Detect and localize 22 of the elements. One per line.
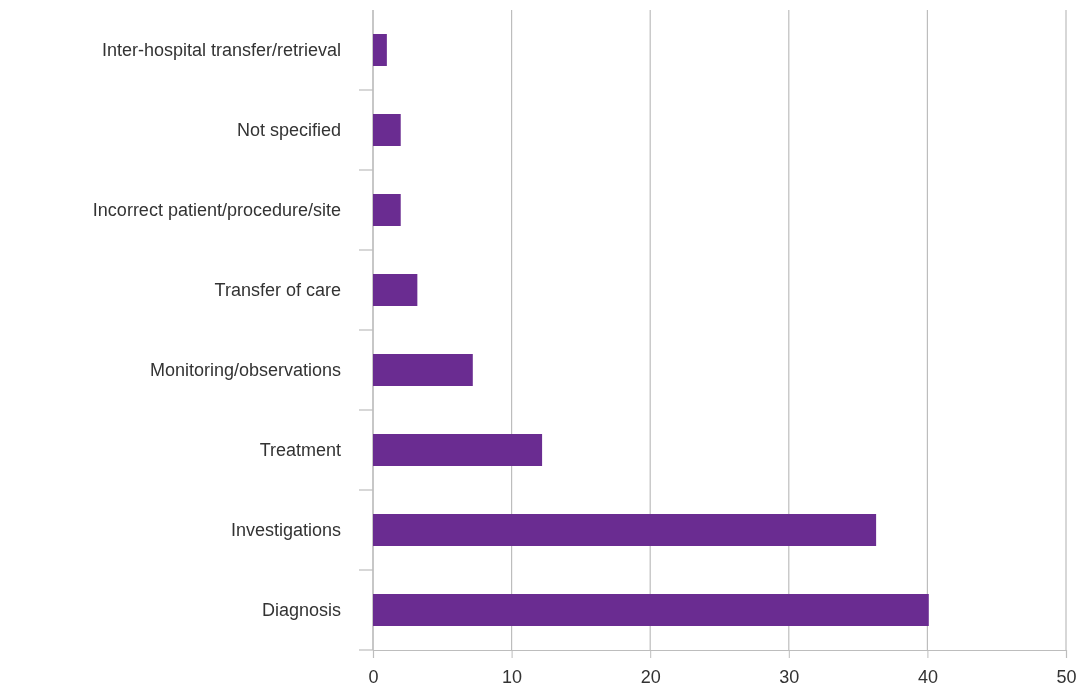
y-tick-label: Not specified bbox=[236, 120, 341, 141]
y-tick-label: Inter-hospital transfer/retrieval bbox=[101, 40, 341, 61]
bar bbox=[373, 594, 929, 626]
bar bbox=[373, 274, 418, 306]
x-tick-label: 40 bbox=[917, 666, 938, 687]
x-tick-label: 30 bbox=[779, 666, 800, 687]
bar bbox=[373, 514, 877, 546]
x-tick-label: 50 bbox=[1056, 666, 1077, 687]
y-tick-label: Monitoring/observations bbox=[149, 360, 341, 381]
y-tick-label: Diagnosis bbox=[261, 600, 341, 621]
bar bbox=[373, 194, 401, 226]
y-tick-label: Incorrect patient/procedure/site bbox=[92, 200, 341, 221]
bar bbox=[373, 114, 401, 146]
y-tick-label: Investigations bbox=[230, 520, 341, 541]
x-tick-label: 0 bbox=[368, 666, 379, 687]
y-tick-label: Transfer of care bbox=[214, 280, 341, 301]
y-tick-label: Treatment bbox=[259, 440, 341, 461]
bar bbox=[373, 434, 543, 466]
x-tick-label: 20 bbox=[640, 666, 661, 687]
bar bbox=[373, 34, 387, 66]
x-tick-label: 10 bbox=[502, 666, 523, 687]
bar bbox=[373, 354, 473, 386]
